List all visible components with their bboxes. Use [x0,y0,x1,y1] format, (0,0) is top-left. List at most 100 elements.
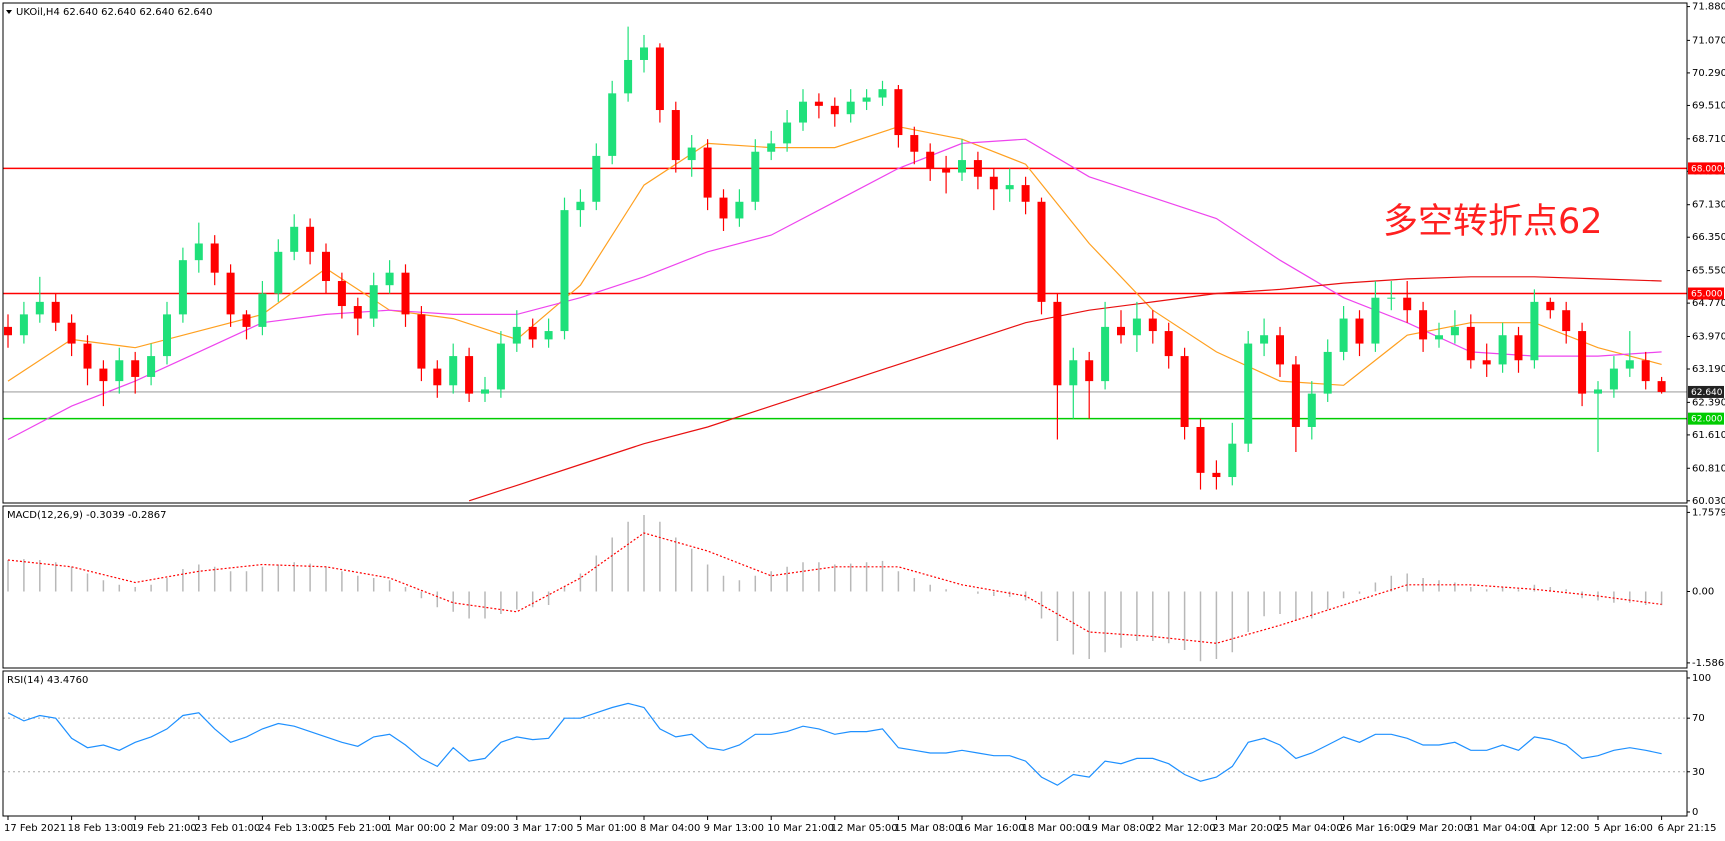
candle-body [544,331,553,340]
x-tick-label: 6 Apr 21:15 [1658,823,1717,834]
y-tick-label: -1.5867 [1692,658,1725,669]
candle-body [1419,310,1428,340]
candle-body [671,110,680,161]
candle-body [1657,381,1666,392]
candle-body [608,93,617,156]
panel [7,515,1663,662]
y-tick-label: 67.130 [1692,200,1725,211]
candle-body [1371,297,1380,344]
candle-body [1212,472,1221,478]
y-tick-label: 68.710 [1692,134,1725,145]
level-label: 62.000 [1691,415,1723,425]
candle-body [306,226,315,252]
candle-body [1260,335,1269,344]
y-tick-label: 64.770 [1692,298,1725,309]
x-tick-label: 9 Mar 13:00 [704,823,764,834]
y-tick-label: 71.880 [1692,2,1725,13]
candle-body [4,326,12,336]
candle-body [1594,389,1602,394]
candle-body [973,160,982,177]
candle-body [1578,331,1587,394]
x-tick-label: 2 Mar 09:00 [449,823,509,834]
symbol-menu-icon[interactable] [6,10,12,14]
candle-body [19,314,28,336]
candle-body [449,356,458,386]
candle-body [115,360,124,382]
level-label-box [1688,162,1724,175]
candle-body [989,176,998,190]
y-tick-label: 0 [1692,807,1698,818]
y-tick-label: 71.070 [1692,35,1725,46]
candle-body [894,89,903,136]
candle-body [1625,360,1634,369]
candle-body [640,47,648,60]
panel-frame [2,505,1688,669]
candle-body [1085,360,1094,382]
candle-body [751,151,760,202]
candle-body [1132,318,1141,336]
candle-body [35,301,44,315]
x-tick-label: 10 Mar 21:00 [767,823,834,834]
candle-body [258,293,267,327]
y-tick-label: 65.550 [1692,266,1725,277]
candle-body [687,147,696,161]
y-tick-label: 70 [1692,713,1705,724]
candle-body [1339,318,1348,352]
moving-average [7,126,1662,386]
panel-frame [2,670,1688,817]
x-tick-label: 8 Mar 04:00 [640,823,700,834]
candle-body [830,105,839,115]
y-tick-label: 30 [1692,767,1705,778]
y-tick-label: 61.610 [1692,430,1725,441]
candle-body [1101,326,1110,382]
level-label: 65.000 [1691,290,1723,300]
candle-body [83,343,92,369]
level-label: 68.000 [1691,164,1723,174]
candle-body [1069,360,1078,386]
y-tick-label: 63.970 [1692,331,1725,342]
candle-body [655,47,664,111]
candle-body [958,160,966,173]
candle-body [1609,368,1618,390]
x-tick-label: 3 Mar 17:00 [513,823,573,834]
level-label: 62.640 [1691,388,1723,398]
candle-body [1196,426,1205,473]
y-tick-label: 100 [1692,673,1711,684]
x-tick-label: 24 Feb 13:00 [258,823,324,834]
candle-body [99,368,108,382]
candle-body [1466,326,1475,361]
candle-body [846,101,855,115]
candle-body [814,101,823,106]
x-tick-label: 19 Feb 21:00 [131,823,197,834]
candle-body [1291,364,1300,427]
candle-body [67,322,76,344]
x-tick-label: 15 Mar 08:00 [894,823,961,834]
x-tick-label: 5 Apr 16:00 [1594,823,1653,834]
candle-body [131,360,140,377]
x-tick-label: 25 Feb 21:00 [322,823,388,834]
rsi-line [7,702,1662,786]
candle-body [1498,335,1507,365]
candle-body [1514,335,1523,361]
x-tick-label: 22 Mar 12:00 [1149,823,1216,834]
y-tick-label: 60.810 [1692,463,1725,474]
candle-body [878,89,887,98]
x-tick-label: 18 Mar 00:00 [1022,823,1089,834]
x-tick-label: 31 Mar 04:00 [1467,823,1534,834]
candle-body [1403,297,1412,311]
candle-body [1355,318,1364,344]
y-tick-label: 63.190 [1692,364,1725,375]
candle-body [290,226,299,252]
candle-body [528,326,537,340]
candle-body [767,143,776,152]
candle-body [433,368,442,386]
y-tick-label: 62.390 [1692,397,1725,408]
candle-body [783,122,792,144]
panel-title: UKOil,H4 62.640 62.640 62.640 62.640 [16,7,213,18]
candle-body [401,272,410,315]
panel [3,26,1687,502]
panel-title: MACD(12,26,9) -0.3039 -0.2867 [7,510,167,521]
candle-body [322,251,330,282]
